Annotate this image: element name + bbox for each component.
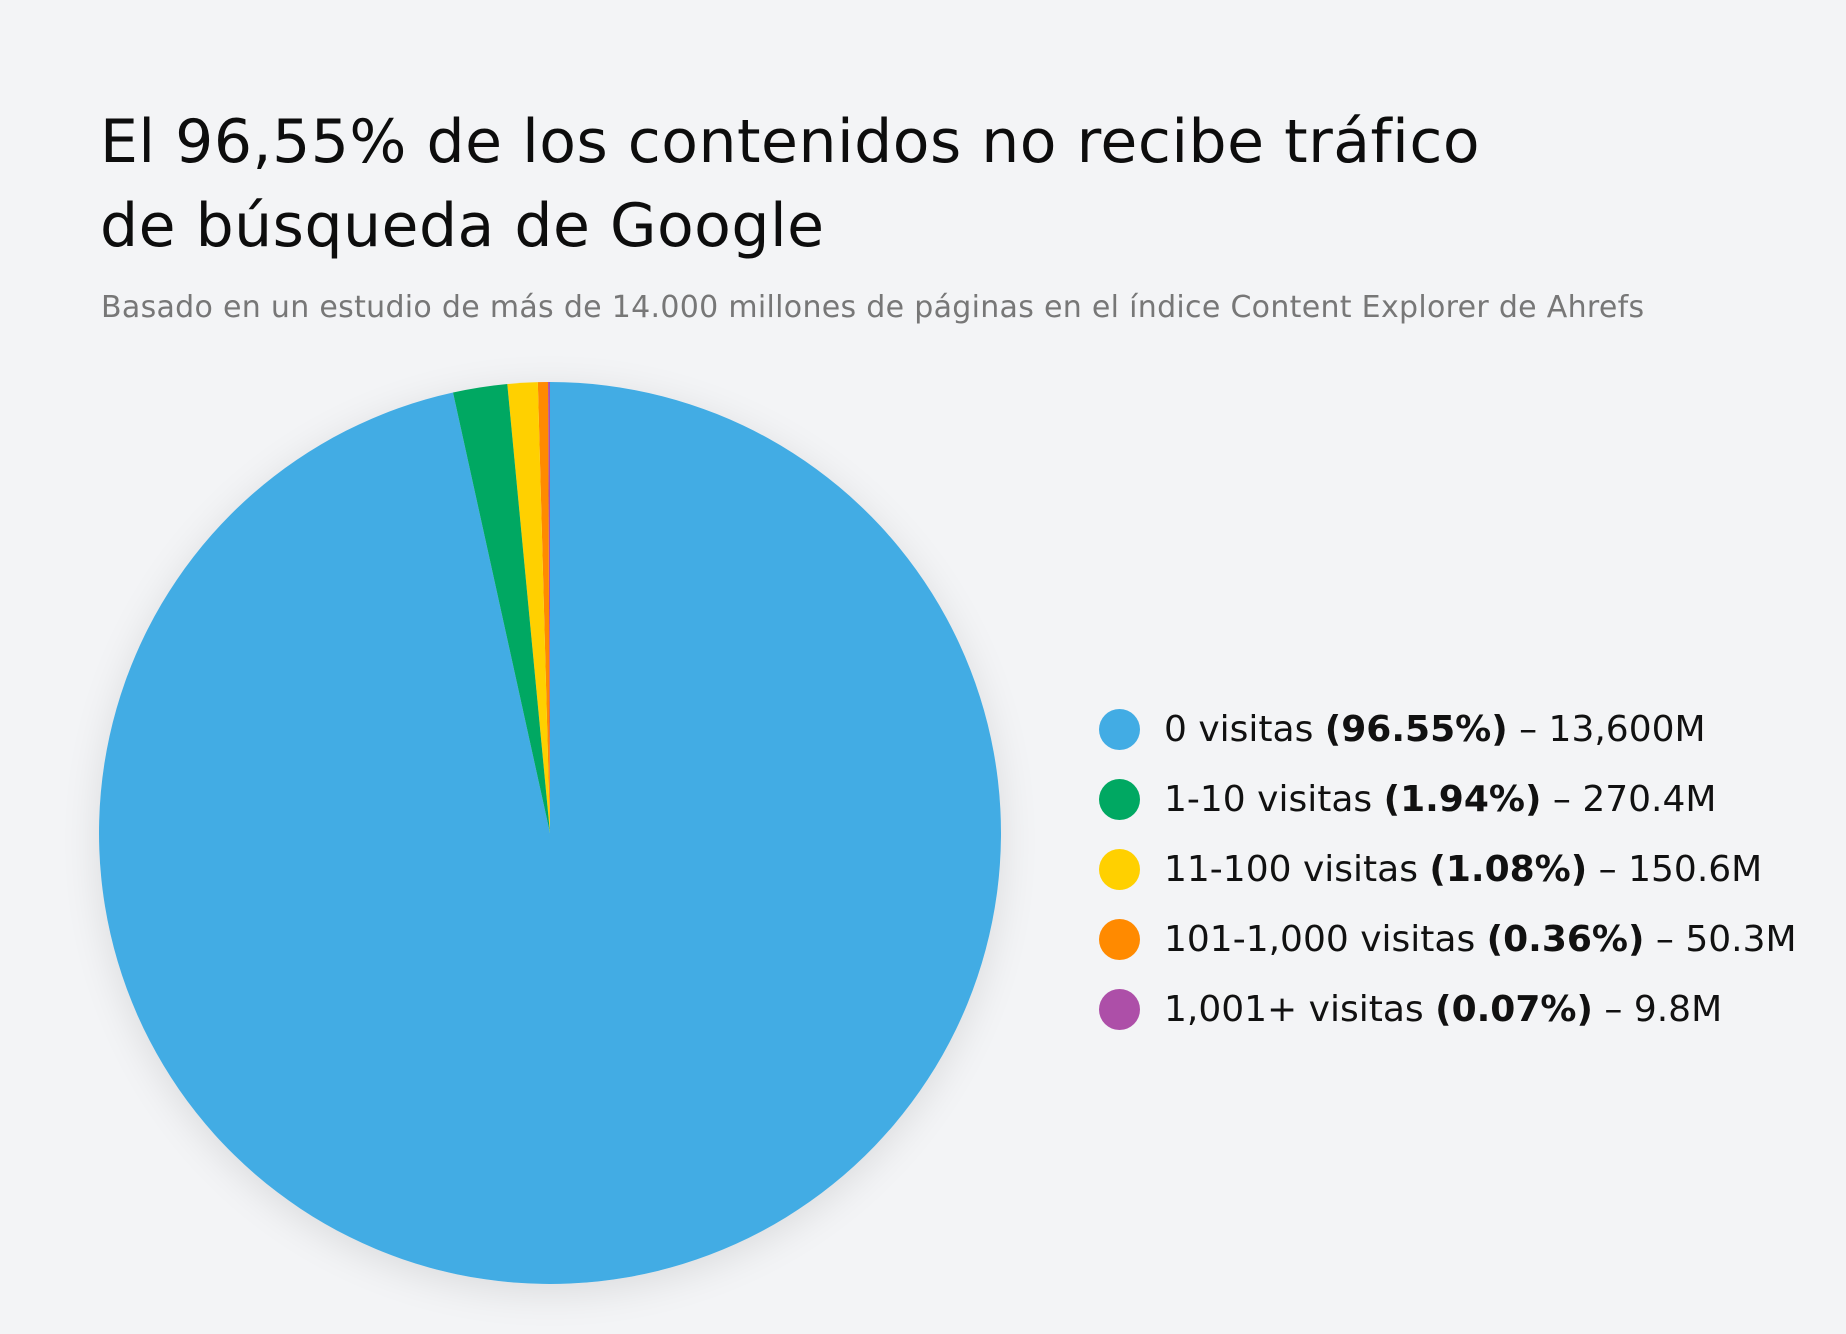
legend-swatch-icon — [1099, 918, 1140, 960]
legend-percent: (0.07%) — [1435, 988, 1593, 1030]
legend-label: 1,001+ visitas — [1164, 988, 1424, 1030]
legend-item: 1,001+ visitas (0.07%) – 9.8M — [1099, 974, 1797, 1044]
pie-slice — [537, 382, 550, 833]
chart-title: El 96,55% de los contenidos no recibe tr… — [100, 100, 1700, 268]
legend-value: – 50.3M — [1655, 918, 1797, 960]
legend-percent: (1.94%) — [1383, 778, 1542, 820]
legend-label: 11-100 visitas — [1164, 848, 1418, 890]
pie-slice — [453, 384, 550, 833]
title-line-1: El 96,55% de los contenidos no recibe tr… — [100, 107, 1481, 177]
pie-chart — [99, 382, 1001, 1284]
title-line-2: de búsqueda de Google — [100, 191, 825, 261]
legend-swatch-icon — [1099, 708, 1140, 750]
legend-item: 11-100 visitas (1.08%) – 150.6M — [1099, 834, 1797, 904]
legend-percent: (1.08%) — [1429, 848, 1588, 890]
legend-item: 0 visitas (96.55%) – 13,600M — [1099, 694, 1797, 764]
legend-value: – 9.8M — [1604, 988, 1723, 1030]
legend-value: – 150.6M — [1598, 848, 1763, 890]
legend: 0 visitas (96.55%) – 13,600M 1-10 visita… — [1099, 694, 1797, 1044]
legend-value: – 270.4M — [1552, 778, 1717, 820]
pie-svg — [99, 382, 1001, 1284]
chart-subtitle: Basado en un estudio de más de 14.000 mi… — [101, 290, 1645, 325]
pie-slice — [99, 382, 1001, 1284]
legend-label: 1-10 visitas — [1164, 778, 1373, 820]
legend-label: 0 visitas — [1164, 708, 1314, 750]
legend-swatch-icon — [1099, 988, 1140, 1030]
legend-label: 101-1,000 visitas — [1164, 918, 1476, 960]
legend-percent: (96.55%) — [1324, 708, 1508, 750]
legend-swatch-icon — [1099, 848, 1140, 890]
legend-item: 1-10 visitas (1.94%) – 270.4M — [1099, 764, 1797, 834]
legend-item: 101-1,000 visitas (0.36%) – 50.3M — [1099, 904, 1797, 974]
legend-swatch-icon — [1099, 778, 1140, 820]
pie-slice — [507, 382, 550, 833]
legend-value: – 13,600M — [1519, 708, 1706, 750]
legend-percent: (0.36%) — [1486, 918, 1645, 960]
